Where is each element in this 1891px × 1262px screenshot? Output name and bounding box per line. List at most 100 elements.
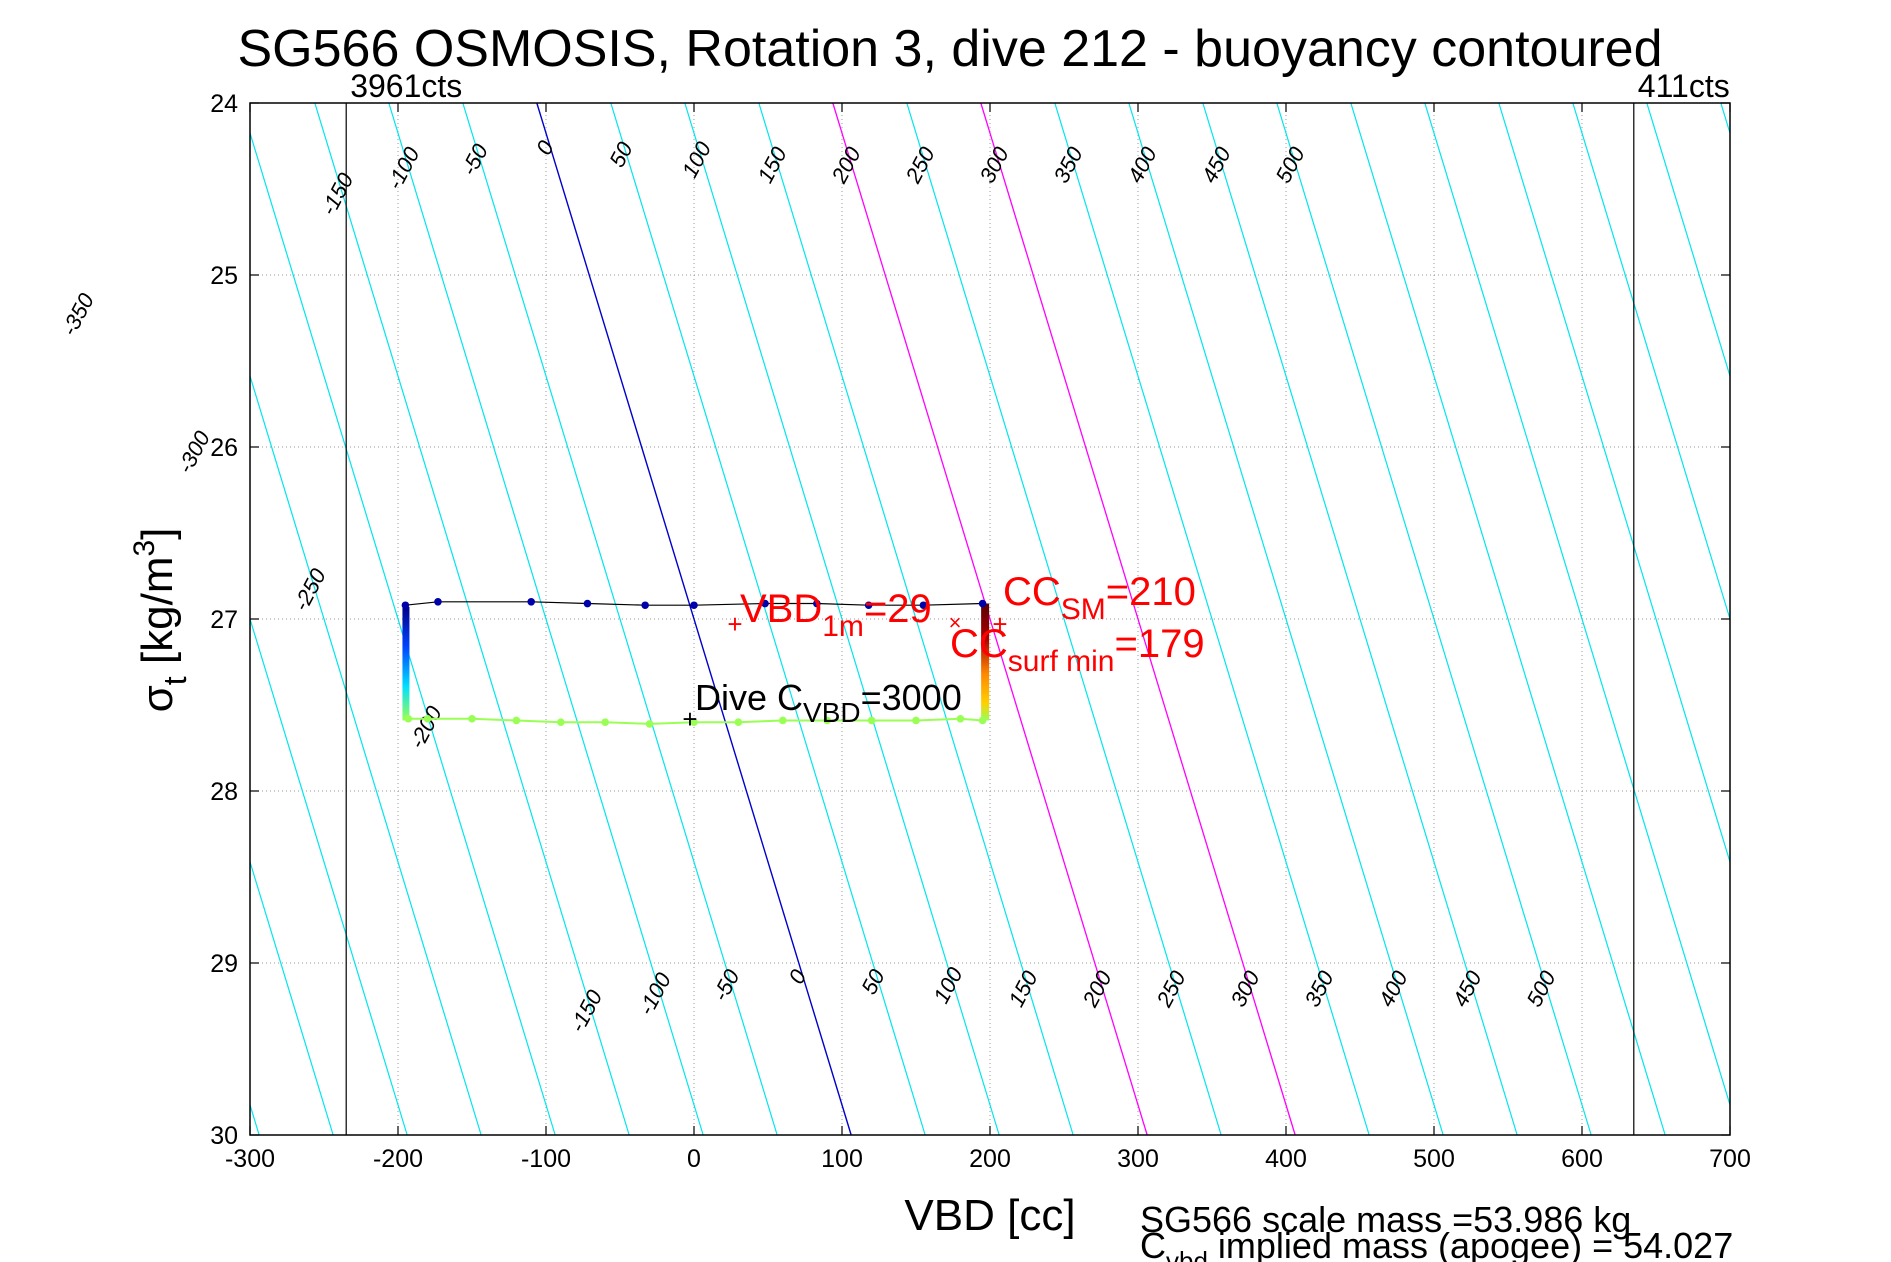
contour-label: 200 [1077,966,1117,1012]
contour-line [314,102,630,1136]
contour-label: 250 [1151,966,1191,1012]
contour-line [536,102,852,1136]
contour-label: 450 [1447,966,1487,1011]
upper-point [401,601,410,610]
x-tick-label: 0 [687,1145,701,1173]
contour-line [249,861,334,1136]
contour-label: 500 [1270,142,1310,187]
contour-label: -50 [708,965,745,1005]
upper-point [919,601,928,610]
contour-line [758,102,1074,1136]
contour-line [1128,102,1444,1136]
y-tick-label: 27 [210,606,238,634]
x-tick-label: 300 [1117,1145,1159,1173]
contour-line [462,102,778,1136]
contour-line [1350,102,1666,1136]
cc-surf-min-annotation: CCsurf min=179 [950,622,1205,678]
lower-point [978,716,987,725]
contour-label: 400 [1122,142,1162,187]
lower-point [779,716,787,725]
x-tick-label: -100 [521,1145,571,1173]
lower-point [867,716,876,725]
lower-point [468,714,476,723]
contour-label: -50 [456,139,493,179]
contour-label: 150 [1003,966,1043,1011]
footer-implied-mass: Cvbd implied mass (apogee) = 54.027 [1140,1225,1733,1262]
contour-line [249,1104,260,1136]
upper-point [864,601,873,610]
x-tick-label: 700 [1709,1145,1751,1173]
lower-point [690,718,698,726]
upper-point [434,598,442,606]
x-tick-label: 400 [1265,1145,1307,1173]
upper-point [641,601,649,610]
contour-label: 350 [1048,142,1088,187]
contour-label: 0 [531,136,559,159]
cc-surf-marker: × [949,610,962,635]
contour-label: 450 [1196,142,1236,187]
contour-label: -150 [316,168,359,219]
lower-point [912,716,920,725]
cc-sm-marker: + [992,609,1007,639]
upper-point [978,599,987,608]
contour-line [832,102,1148,1136]
lower-point [734,718,743,726]
cc-sm-annotation: CCSM=210 [1003,570,1196,626]
lower-point [423,714,432,723]
lower-point [823,716,831,725]
vbd-limit-label: 3961cts [350,68,462,104]
y-tick-label: 24 [210,90,238,118]
y-tick-label: 25 [210,262,238,290]
footer-scale-mass: SG566 scale mass =53.986 kg [1140,1199,1631,1240]
contour-line [1646,102,1731,377]
upper-point [690,601,698,610]
contour-label: 100 [677,137,717,182]
contour-label: 400 [1373,966,1413,1011]
upper-point [527,598,535,606]
contour-label: -200 [404,701,447,752]
y-tick-label: 28 [210,778,238,806]
contour-line [1202,102,1518,1136]
x-tick-label: 600 [1561,1145,1603,1173]
x-tick-label: 500 [1413,1145,1455,1173]
y-tick-label: 29 [210,950,238,978]
upper-point [813,599,821,608]
plot-frame [249,102,1731,1136]
lower-point [557,718,565,726]
x-tick-label: -300 [225,1145,275,1173]
contour-line [388,102,704,1136]
contour-label: 250 [900,142,940,188]
upper-point [761,599,769,608]
descent-bar [402,606,410,721]
ascent-bar [981,603,990,721]
contour-line [1498,102,1731,863]
vbd-limit-label: 411cts [1638,68,1730,104]
lower-point [512,716,521,725]
y-axis-label: σt [kg/m3] [128,528,193,713]
contour-label: -250 [288,564,331,615]
contour-line [684,102,1000,1136]
contour-line [980,102,1296,1136]
contour-label: -150 [564,985,607,1036]
axis-ticks: -300 -200 -100 0 100 200 300 400 500 600 700242526… [210,90,1751,1173]
dive-cvbd-annotation: Dive CVBD=3000 [695,677,962,728]
lower-point [404,714,413,723]
contour-label: 0 [783,965,811,988]
contour-label: 50 [856,964,890,998]
contour-line [1720,102,1731,134]
x-tick-label: 100 [821,1145,863,1173]
contour-label: -350 [56,289,99,340]
lower-point [956,714,965,723]
contour-label: -300 [172,426,215,477]
contour-line [249,375,482,1136]
contour-line [1572,102,1731,620]
contour-line [1424,102,1731,1106]
lower-point [601,718,609,726]
contour-label: 100 [928,963,968,1008]
lower-point [645,720,654,728]
y-tick-label: 30 [210,1122,238,1150]
x-tick-label: -200 [373,1145,423,1173]
dive-traces [401,598,990,728]
vbd-limits: 3961cts 411cts [345,68,1730,1135]
